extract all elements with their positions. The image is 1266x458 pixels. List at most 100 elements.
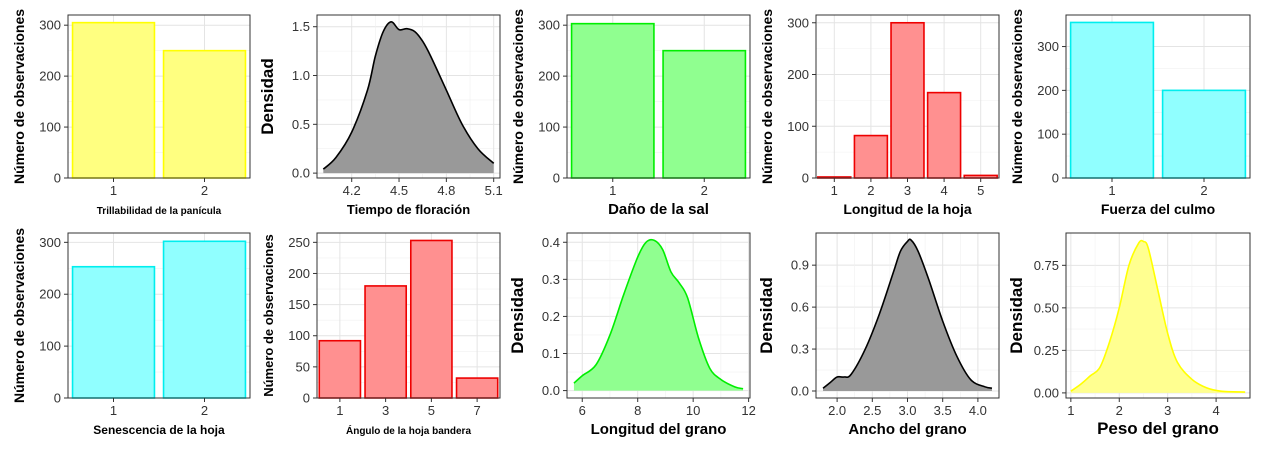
y-tick-label: 300 (787, 15, 809, 30)
y-tick-label: 0.9 (791, 258, 809, 273)
y-tick-label: 100 (787, 119, 809, 134)
y-tick-label: 0.3 (791, 342, 809, 357)
bar-1 (318, 339, 362, 399)
y-tick-label: 200 (538, 69, 560, 84)
density-area (1070, 240, 1246, 393)
y-tick-label: 0.6 (791, 300, 809, 315)
x-axis-title: Tiempo de floración (347, 202, 470, 217)
y-tick-label: 250 (288, 235, 310, 250)
panel-border (67, 232, 251, 399)
x-tick-label: 8 (634, 403, 641, 418)
bar-2 (662, 49, 747, 179)
density-line (822, 238, 993, 390)
y-axis-title: Número de observaciones (11, 228, 27, 403)
chart-panel-3: 0 100 200 300 1 2 Daño de la sal Número de obse… (510, 9, 751, 218)
density-area (323, 21, 494, 174)
y-tick-label: 0.2 (542, 309, 560, 324)
x-tick-label: 3.5 (934, 403, 952, 418)
y-tick-label: 300 (1037, 39, 1059, 54)
x-axis-title: Longitud de la hoja (843, 201, 972, 217)
y-tick-label: 0.0 (542, 383, 560, 398)
y-axis-title: Densidad (258, 58, 277, 135)
x-tick-label: 4.5 (390, 183, 408, 198)
bar-3 (364, 285, 408, 399)
x-tick-label: 2 (701, 183, 708, 198)
x-axis-title: Fuerza del culmo (1101, 201, 1215, 217)
y-tick-label: 100 (538, 120, 560, 135)
y-axis-title: Número de observaciones (1009, 9, 1025, 184)
y-axis-title: Número de observaciones (11, 9, 27, 184)
y-tick-label: 0.5 (292, 117, 310, 132)
panel-border (1065, 14, 1251, 179)
y-axis-title: Densidad (1007, 277, 1026, 354)
x-tick-label: 2.0 (828, 403, 846, 418)
chart-panel-4: 0 100 200 300 1 2 3 4 5 Longitud de la hoja Número… (759, 9, 1000, 217)
y-tick-label: 300 (538, 18, 560, 33)
x-axis-title: Ángulo de la hoja bandera (346, 424, 471, 437)
chart-panel-5: 0 100 200 300 1 2 Fuerza del culmo Número de ob… (1009, 9, 1251, 217)
bar-2 (162, 240, 247, 399)
bar-3 (890, 21, 925, 179)
chart-panel-2: 0.0 0.5 1.0 1.5 4.2 4.5 4.8 5.1 Tiempo de florac… (258, 14, 503, 217)
x-tick-label: 3 (1164, 403, 1171, 418)
y-axis-title: Número de observaciones (261, 234, 276, 397)
panel-border (316, 14, 501, 179)
x-tick-label: 5 (428, 403, 435, 418)
x-tick-label: 1 (336, 403, 343, 418)
panel-border (1065, 232, 1251, 399)
x-tick-label: 4.0 (969, 403, 987, 418)
x-tick-label: 4 (940, 183, 947, 198)
y-tick-label: 0 (303, 391, 310, 406)
x-tick-label: 1 (609, 183, 616, 198)
y-tick-label: 0.25 (1034, 343, 1059, 358)
y-axis-title: Densidad (508, 277, 527, 354)
bar-7 (455, 377, 499, 399)
y-axis-title: Número de observaciones (759, 9, 775, 184)
x-tick-label: 6 (579, 403, 586, 418)
x-tick-label: 3 (382, 403, 389, 418)
x-tick-label: 2 (1200, 183, 1207, 198)
y-tick-label: 100 (1037, 127, 1059, 142)
chart-panel-8: 0.0 0.1 0.2 0.3 0.4 6 8 10 12 Longitud del grano D… (508, 232, 756, 438)
x-axis-title: Daño de la sal (608, 201, 709, 218)
bar-4 (926, 91, 962, 179)
panel-border (566, 232, 751, 399)
x-tick-label: 2 (867, 183, 874, 198)
y-tick-label: 50 (296, 359, 310, 374)
y-tick-label: 0.50 (1034, 300, 1059, 315)
y-tick-label: 200 (288, 266, 310, 281)
x-tick-label: 4.2 (343, 183, 361, 198)
x-tick-label: 7 (474, 403, 481, 418)
density-area (573, 239, 744, 391)
density-area (823, 239, 992, 392)
x-tick-label: 2.5 (863, 403, 881, 418)
bar-2 (853, 134, 889, 179)
x-axis-title: Ancho del grano (848, 421, 966, 438)
y-tick-label: 1.0 (292, 68, 310, 83)
density-line (1070, 239, 1246, 393)
y-tick-label: 200 (787, 67, 809, 82)
y-tick-label: 300 (39, 18, 61, 33)
density-line (573, 238, 744, 390)
x-tick-label: 1 (1108, 183, 1115, 198)
chart-panel-1: 0 100 200 300 1 2 Trillabilidad de la panícula… (11, 9, 251, 217)
bar-2 (162, 49, 247, 179)
y-axis-title: Número de observaciones (510, 9, 526, 184)
x-tick-label: 4 (1212, 403, 1219, 418)
chart-panel-6: 0 100 200 300 1 2 Senescencia de la hoja Número… (11, 228, 251, 437)
y-tick-label: 0 (1052, 171, 1059, 186)
x-axis-title: Senescencia de la hoja (93, 423, 225, 437)
x-tick-label: 2 (1116, 403, 1123, 418)
x-axis-title: Trillabilidad de la panícula (97, 206, 222, 217)
x-tick-label: 2 (201, 403, 208, 418)
panel-border (67, 14, 251, 179)
x-tick-label: 5 (977, 183, 984, 198)
y-tick-label: 0 (54, 171, 61, 186)
bar-1 (71, 21, 156, 179)
x-tick-label: 4.8 (437, 183, 455, 198)
x-tick-label: 3.0 (898, 403, 916, 418)
